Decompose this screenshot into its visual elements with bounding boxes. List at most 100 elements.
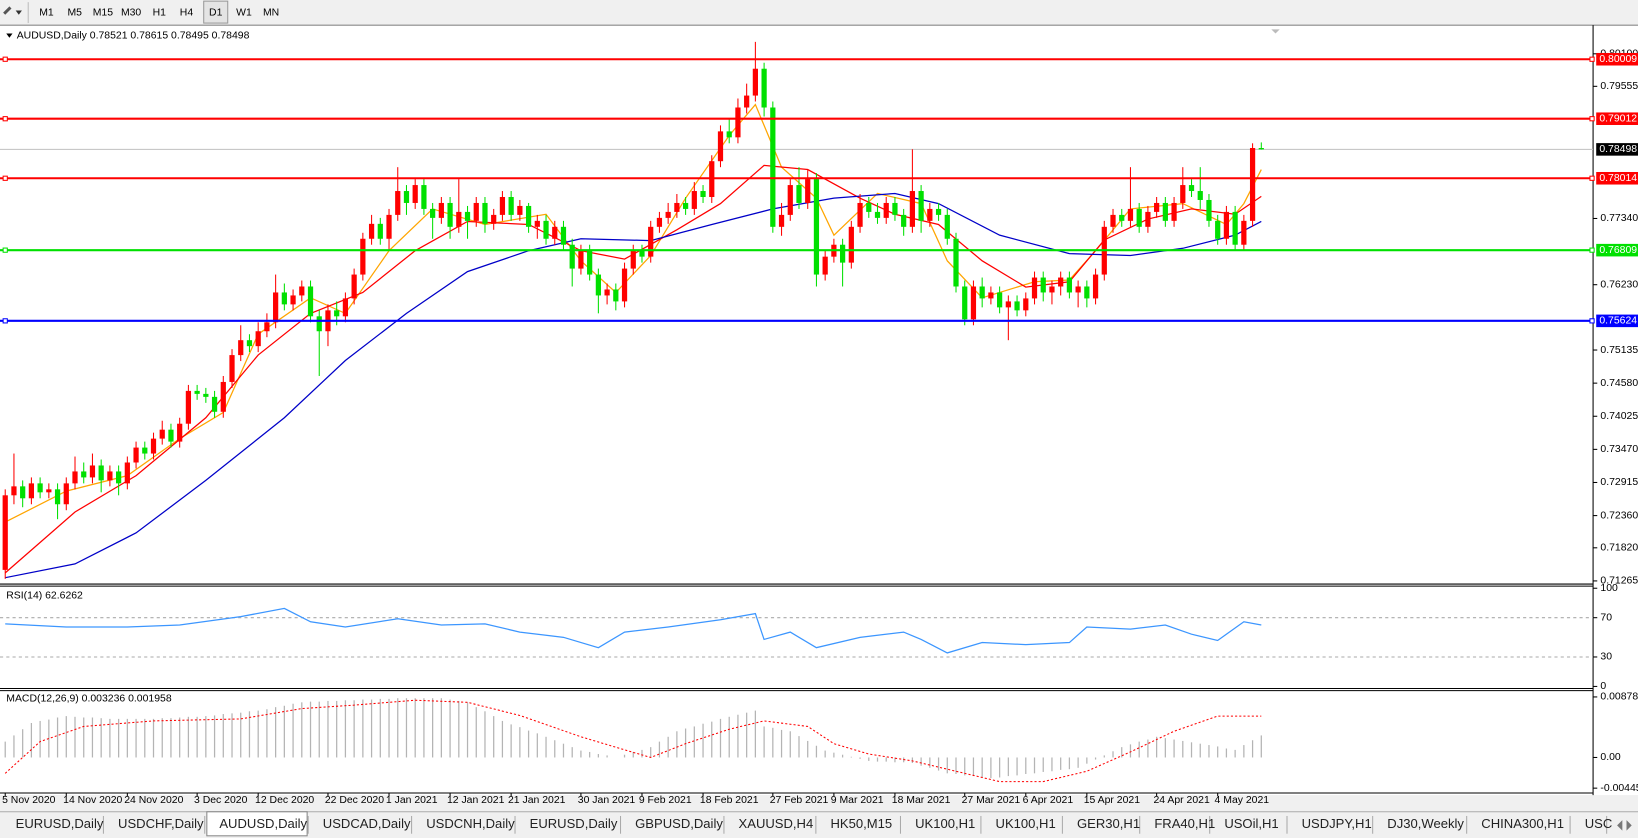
candle-body <box>229 355 235 382</box>
candle-body <box>403 191 410 203</box>
candle-body <box>866 202 872 212</box>
x-tick-label: 4 May 2021 <box>1215 795 1270 806</box>
macd-tick-label: 0.008782 <box>1600 692 1638 703</box>
tab[interactable]: FRA40,H1 <box>1154 816 1215 831</box>
tab[interactable]: XAUUSD,H4 <box>739 816 814 831</box>
y-tick-label: 0.76230 <box>1600 279 1638 290</box>
candle-body <box>255 331 261 347</box>
candle-body <box>639 250 645 257</box>
candle-body <box>220 381 226 412</box>
tab[interactable]: CHINA300,H1 <box>1481 816 1564 831</box>
tab[interactable]: UK100,H1 <box>915 816 975 831</box>
timeframe-button[interactable]: D1 <box>209 7 223 18</box>
candle-body <box>648 226 654 257</box>
tab[interactable]: GER30,H1 <box>1077 816 1140 831</box>
level-handle <box>1589 56 1595 62</box>
candle-body <box>368 223 375 239</box>
y-tick-label: 0.72360 <box>1600 510 1638 521</box>
candle-body <box>342 298 349 317</box>
candle-body <box>935 208 942 215</box>
candle-body <box>970 286 977 320</box>
level-label: 0.79012 <box>1599 113 1637 124</box>
tab[interactable]: USDJPY,H1 <box>1302 816 1372 831</box>
tab[interactable]: USDCAD,Daily <box>323 816 411 831</box>
candle-body <box>72 471 78 484</box>
timeframe-button[interactable]: M1 <box>39 7 54 18</box>
tab[interactable]: USOil,H1 <box>1224 816 1278 831</box>
tab[interactable]: USDCNH,Daily <box>426 816 515 831</box>
timeframe-button[interactable]: MN <box>263 7 279 18</box>
candle-body <box>997 292 1003 308</box>
candle-body <box>682 202 689 209</box>
candle-body <box>150 438 157 454</box>
candle-body <box>211 396 218 412</box>
candle-body <box>395 191 401 215</box>
candle-body <box>778 214 785 227</box>
candle-body <box>98 465 104 481</box>
candle-body <box>246 340 253 347</box>
x-tick-label: 15 Apr 2021 <box>1084 795 1140 806</box>
candle-body <box>839 244 846 263</box>
candle-body <box>177 423 183 442</box>
candle-body <box>1232 211 1238 245</box>
candle-body <box>438 202 444 218</box>
tab[interactable]: DJ30,Weekly <box>1387 816 1464 831</box>
candle-body <box>116 471 122 484</box>
candle-body <box>1031 277 1038 299</box>
candle-body <box>525 205 532 227</box>
tab[interactable]: EURUSD,Daily <box>530 816 618 831</box>
timeframe-button[interactable]: H1 <box>153 7 167 18</box>
tab[interactable]: USC <box>1585 816 1613 831</box>
timeframe-active <box>203 0 229 24</box>
y-tick-label: 0.77340 <box>1600 213 1638 224</box>
x-tick-label: 3 Dec 2020 <box>194 795 248 806</box>
candle-body <box>822 256 828 275</box>
timeframe-button[interactable]: H4 <box>180 7 194 18</box>
macd-header: MACD(12,26,9) 0.003236 0.001958 <box>6 694 172 705</box>
tab[interactable]: UK100,H1 <box>996 816 1056 831</box>
tab[interactable]: GBPUSD,Daily <box>635 816 723 831</box>
timeframe-button[interactable]: M15 <box>93 7 113 18</box>
candle-body <box>351 274 357 299</box>
candle-body <box>1197 191 1203 200</box>
toolbar-icon[interactable] <box>3 6 22 15</box>
candle-body <box>1241 220 1247 245</box>
tab-active <box>206 811 308 837</box>
candle-body <box>979 286 985 299</box>
candle-body <box>316 316 322 332</box>
candle-body <box>944 214 950 239</box>
candle-body <box>482 202 488 224</box>
tab[interactable]: EURUSD,Daily <box>16 816 104 831</box>
level-label-bg <box>1596 112 1638 125</box>
candle-body <box>674 202 680 212</box>
candle-body <box>1075 286 1081 293</box>
candle-body <box>1005 301 1011 308</box>
rsi-tick-label: 100 <box>1600 583 1618 594</box>
candle-body <box>1023 298 1029 311</box>
x-tick-label: 27 Feb 2021 <box>770 795 829 806</box>
x-tick-label: 6 Apr 2021 <box>1023 795 1074 806</box>
candle-body <box>430 208 436 218</box>
x-tick-label: 5 Nov 2020 <box>2 795 56 806</box>
timeframe-button[interactable]: M5 <box>67 7 82 18</box>
candle-body <box>901 214 907 227</box>
timeframe-button[interactable]: W1 <box>236 7 252 18</box>
x-tick-label: 12 Jan 2021 <box>447 795 505 806</box>
tab[interactable]: AUDUSD,Daily <box>219 816 307 831</box>
candle-body <box>735 107 741 138</box>
candle-body <box>1258 148 1264 150</box>
timeframe-button[interactable]: M30 <box>121 7 141 18</box>
candle-body <box>787 185 793 215</box>
level-label: 0.76809 <box>1599 245 1637 256</box>
tab[interactable]: HK50,M15 <box>830 816 892 831</box>
candle-body <box>1110 214 1116 227</box>
tab-scroll[interactable] <box>1608 814 1638 836</box>
tab[interactable]: USDCHF,Daily <box>118 816 204 831</box>
candle-body <box>307 286 314 317</box>
level-label: 0.80009 <box>1599 54 1637 65</box>
x-tick-label: 12 Dec 2020 <box>255 795 314 806</box>
bid-label: 0.78498 <box>1599 144 1637 155</box>
candle-body <box>447 202 453 227</box>
level-handle <box>1589 116 1595 122</box>
